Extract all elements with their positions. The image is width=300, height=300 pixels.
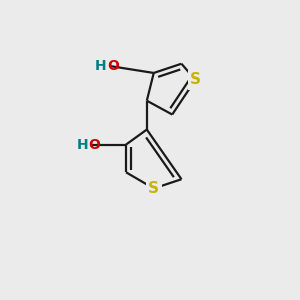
Text: S: S — [148, 181, 159, 196]
Text: S: S — [190, 72, 201, 87]
Text: H: H — [76, 138, 88, 152]
Text: O: O — [88, 138, 100, 152]
Text: O: O — [107, 59, 119, 73]
Text: H: H — [95, 59, 106, 73]
